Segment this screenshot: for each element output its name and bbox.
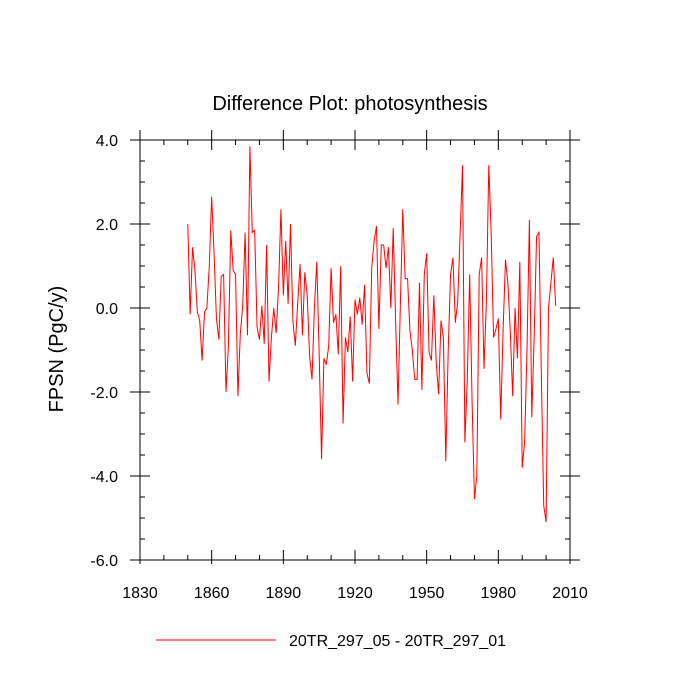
x-tick-label: 1920 xyxy=(337,585,373,602)
legend: 20TR_297_05 - 20TR_297_01 xyxy=(156,633,506,650)
x-tick-label: 1860 xyxy=(194,585,230,602)
x-tick-label: 2010 xyxy=(552,585,588,602)
series-layer xyxy=(187,146,557,523)
series-line xyxy=(187,146,557,523)
plot-frame xyxy=(139,139,571,561)
y-tick-label: -2.0 xyxy=(90,385,118,402)
x-tick-label: 1980 xyxy=(481,585,517,602)
legend-entry-label: 20TR_297_05 - 20TR_297_01 xyxy=(289,633,506,650)
y-tick-label: 0.0 xyxy=(96,301,118,318)
y-tick-label: -6.0 xyxy=(90,553,118,570)
tick-labels-layer: 1830 1860 1890 1920 1950 1980 2010 4.0 2.0 0.0 -2.… xyxy=(90,133,587,602)
y-tick-label: 2.0 xyxy=(96,217,118,234)
x-tick-label: 1950 xyxy=(409,585,445,602)
ticks-layer xyxy=(130,130,580,564)
x-tick-label: 1830 xyxy=(122,585,158,602)
y-tick-label: 4.0 xyxy=(96,133,118,150)
y-tick-label: -4.0 xyxy=(90,469,118,486)
chart-title: Difference Plot: photosynthesis xyxy=(212,93,487,115)
x-tick-label: 1890 xyxy=(266,585,302,602)
y-axis-label: FPSN (PgC/y) xyxy=(46,286,68,413)
